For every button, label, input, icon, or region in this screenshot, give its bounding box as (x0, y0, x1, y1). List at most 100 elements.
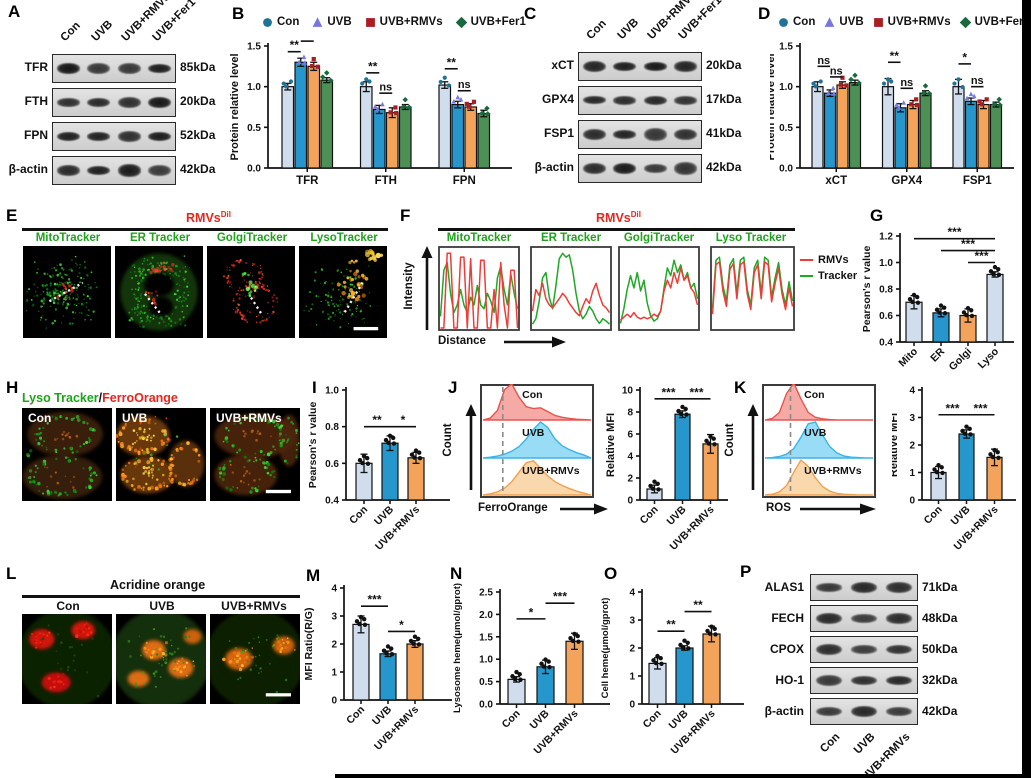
speckle (51, 321, 54, 325)
ring-speckle (163, 484, 166, 487)
speckle (141, 273, 144, 276)
ring-speckle (248, 459, 251, 462)
ring-speckle (82, 442, 86, 446)
significance-label: ** (666, 618, 676, 632)
speckle (341, 285, 344, 288)
h-uvb-label: UVB (122, 411, 148, 425)
x-category-label: UVB (370, 703, 394, 727)
blot-strip (578, 86, 702, 115)
speckle (74, 312, 77, 314)
speckle (244, 661, 246, 664)
y-tick-label: 4 (627, 452, 633, 463)
speckle (167, 265, 171, 270)
speckle (51, 267, 53, 270)
protein-label: xCT (551, 58, 574, 72)
title-green-part: Lyso Tracker (22, 391, 99, 405)
speckle (50, 675, 54, 679)
data-point (547, 665, 552, 670)
data-point (831, 91, 837, 96)
ring-speckle (146, 460, 151, 465)
ring-speckle (261, 273, 264, 275)
speckle (165, 324, 167, 327)
panel-M: M 0 1 2 3 4 MFI Ratio(R/G) Con UVB UVB+RMVs *** * (298, 560, 460, 775)
data-point (572, 631, 577, 637)
speckle (151, 314, 153, 316)
ring-speckle (245, 262, 248, 264)
protein-label: FECH (771, 611, 804, 625)
speckle (68, 298, 71, 301)
speckle (62, 673, 65, 676)
data-point (968, 91, 974, 97)
speckle (96, 694, 100, 698)
speckle (46, 634, 49, 637)
speckle (141, 262, 144, 265)
l-uvb-label: UVB (149, 599, 175, 613)
speckle (147, 466, 151, 469)
speckle (138, 267, 141, 271)
speckle (332, 289, 334, 291)
y-tick-label: 2.5 (479, 588, 493, 599)
speckle (85, 671, 89, 674)
speckle (66, 669, 70, 672)
speckle (243, 279, 245, 281)
protein-label: FSP1 (543, 126, 574, 140)
speckle (74, 255, 77, 258)
speckle (178, 275, 180, 277)
speckle (142, 671, 145, 674)
speckle (248, 472, 251, 475)
molecular-weight-label: 20kDa (706, 58, 742, 72)
speckle (151, 256, 154, 259)
speckle (52, 300, 55, 303)
bar (320, 79, 334, 169)
data-point (811, 81, 816, 86)
speckle (71, 322, 74, 325)
speckle (53, 266, 56, 269)
speckle (145, 676, 147, 678)
speckle (79, 267, 81, 269)
speckle (335, 310, 337, 312)
protein-band (674, 61, 698, 72)
ring-speckle (171, 458, 174, 461)
ring-speckle (287, 438, 290, 441)
cell-body-blob (22, 614, 112, 704)
speckle (139, 447, 142, 450)
speckle (68, 322, 72, 325)
speckle (65, 433, 69, 436)
data-point (358, 614, 364, 620)
speckle (65, 290, 68, 294)
ring-speckle (137, 450, 141, 454)
speckle (137, 289, 140, 291)
ring-speckle (236, 306, 238, 309)
speckle (156, 317, 158, 319)
speckle (57, 680, 60, 683)
protein-label: FTH (24, 94, 48, 108)
speckle (164, 641, 168, 645)
ring-speckle (34, 470, 37, 474)
speckle (36, 286, 39, 289)
speckle (127, 639, 131, 643)
speckle (253, 295, 255, 297)
ring-speckle (225, 276, 229, 280)
speckle (170, 324, 173, 327)
speckle (48, 631, 51, 634)
ring-speckle (295, 456, 298, 459)
speckle (248, 280, 253, 285)
speckle (150, 291, 154, 295)
protein-band (815, 643, 842, 656)
speckle (349, 276, 352, 279)
y-tick-label: 4 (909, 386, 915, 397)
speckle (145, 641, 148, 645)
line-swatch (800, 258, 813, 262)
bar (958, 433, 975, 501)
speckle (181, 657, 184, 660)
ring-speckle (69, 446, 72, 450)
speckle (135, 457, 138, 460)
speckle (254, 285, 257, 288)
ring-speckle (133, 462, 136, 466)
ring-speckle (140, 487, 143, 490)
ring-speckle (227, 429, 230, 432)
speckle (334, 313, 337, 316)
speckle (33, 295, 35, 297)
count-axis-label-j: Count (442, 423, 454, 457)
speckle (141, 436, 145, 441)
